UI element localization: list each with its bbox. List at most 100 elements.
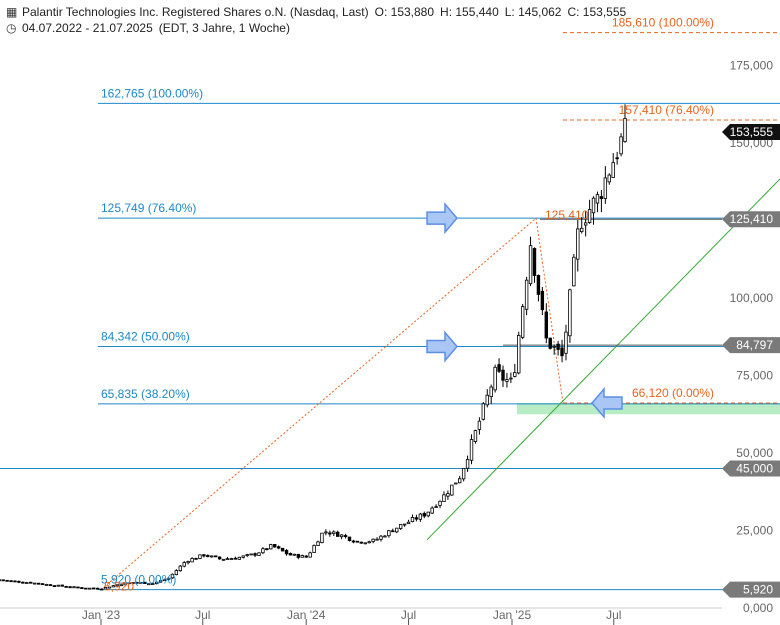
candle-119 bbox=[465, 455, 470, 473]
candle-body-84 bbox=[328, 532, 332, 535]
candle-152 bbox=[595, 191, 600, 213]
price-tag-0: 153,555 bbox=[722, 123, 780, 140]
candle-body-16 bbox=[60, 584, 64, 587]
candle-104 bbox=[406, 519, 411, 525]
candle-82 bbox=[320, 532, 324, 544]
candle-body-104 bbox=[406, 521, 411, 525]
candle-body-93 bbox=[363, 542, 367, 545]
candle-89 bbox=[347, 536, 352, 542]
candle-58 bbox=[225, 557, 230, 561]
candle-24 bbox=[91, 587, 96, 590]
candle-90 bbox=[351, 539, 356, 544]
candle-body-158 bbox=[619, 136, 623, 155]
candle-70 bbox=[273, 544, 277, 548]
chart-bars-icon[interactable]: ▦ bbox=[6, 5, 18, 19]
candle-43 bbox=[166, 577, 171, 581]
candle-body-90 bbox=[351, 540, 356, 543]
candle-31 bbox=[119, 584, 123, 587]
candle-10 bbox=[36, 582, 41, 585]
candle-body-108 bbox=[422, 513, 426, 517]
candle-84 bbox=[328, 530, 332, 537]
y-tick-0: 0,000 bbox=[743, 601, 773, 615]
candle-body-21 bbox=[80, 587, 84, 590]
candle-body-92 bbox=[359, 541, 364, 544]
candle-53 bbox=[206, 554, 210, 558]
candle-21 bbox=[80, 587, 84, 590]
candle-158 bbox=[619, 133, 623, 157]
candle-body-116 bbox=[454, 482, 458, 485]
candles-layer bbox=[0, 104, 627, 591]
candle-body-55 bbox=[213, 555, 218, 558]
candle-151 bbox=[591, 196, 596, 225]
fib-dotted-line bbox=[100, 217, 537, 591]
candle-9 bbox=[32, 582, 37, 585]
candle-65 bbox=[253, 552, 257, 558]
candle-124 bbox=[485, 389, 489, 408]
candle-body-88 bbox=[343, 535, 348, 538]
price-tags-layer: 153,555 125,410 84,797 45,000 5,920 bbox=[722, 123, 780, 598]
candle-63 bbox=[245, 553, 249, 558]
y-tick-3: 75,000 bbox=[736, 369, 773, 383]
candle-35 bbox=[135, 581, 139, 584]
candle-112 bbox=[438, 500, 442, 509]
candle-46 bbox=[178, 564, 182, 572]
candle-51 bbox=[198, 554, 202, 560]
candle-32 bbox=[123, 582, 127, 586]
candle-128 bbox=[501, 365, 505, 387]
clock-icon[interactable]: ◷ bbox=[6, 21, 17, 35]
candle-body-11 bbox=[40, 583, 45, 586]
candle-body-137 bbox=[536, 275, 541, 295]
timezone-meta: (EDT, 3 Jahre, 1 Woche) bbox=[158, 21, 290, 35]
x-tick-5: Jul bbox=[606, 608, 621, 622]
candle-body-3 bbox=[9, 580, 13, 583]
candle-132 bbox=[517, 331, 521, 375]
candle-40 bbox=[154, 581, 159, 585]
candle-12 bbox=[44, 583, 49, 586]
candle-body-39 bbox=[151, 583, 155, 585]
candle-body-18 bbox=[68, 586, 72, 589]
candle-body-91 bbox=[355, 540, 360, 543]
candle-56 bbox=[217, 556, 222, 560]
candle-13 bbox=[48, 584, 53, 586]
candle-140 bbox=[548, 337, 552, 350]
candle-67 bbox=[261, 547, 265, 555]
fib-label-1: 125,749 (76.40%) bbox=[101, 201, 196, 215]
candle-127 bbox=[497, 358, 501, 374]
candle-body-123 bbox=[481, 403, 486, 420]
candle-body-77 bbox=[300, 555, 304, 558]
candle-83 bbox=[324, 529, 328, 536]
candle-29 bbox=[111, 584, 116, 588]
candle-body-5 bbox=[17, 580, 21, 583]
candle-44 bbox=[170, 573, 175, 579]
candle-body-131 bbox=[513, 372, 517, 377]
candle-body-44 bbox=[170, 573, 175, 579]
candle-149 bbox=[583, 211, 588, 237]
support-zone bbox=[517, 403, 780, 415]
candle-6 bbox=[21, 581, 25, 584]
candle-body-114 bbox=[446, 493, 450, 497]
candle-85 bbox=[332, 530, 336, 537]
candle-body-24 bbox=[91, 587, 96, 590]
candle-body-32 bbox=[123, 582, 127, 586]
candle-54 bbox=[210, 555, 214, 558]
candle-1 bbox=[1, 579, 5, 582]
candle-body-62 bbox=[241, 555, 245, 558]
candle-body-147 bbox=[576, 228, 580, 260]
candle-92 bbox=[359, 541, 364, 544]
fib-ext-label-0: 185,610 (100.00%) bbox=[612, 16, 714, 30]
candle-134 bbox=[524, 276, 529, 316]
candle-87 bbox=[339, 534, 344, 540]
candle-body-126 bbox=[493, 366, 497, 391]
price-tag-2: 84,797 bbox=[722, 337, 780, 354]
candle-105 bbox=[410, 514, 415, 523]
candle-body-71 bbox=[276, 546, 281, 549]
open-value: O: 153,880 bbox=[374, 5, 435, 19]
candle-body-132 bbox=[517, 335, 521, 374]
candle-body-98 bbox=[383, 535, 387, 538]
candle-body-41 bbox=[158, 580, 163, 583]
candle-body-152 bbox=[595, 194, 600, 204]
candle-34 bbox=[131, 582, 135, 584]
candle-body-53 bbox=[206, 555, 210, 557]
candle-body-43 bbox=[166, 577, 171, 580]
